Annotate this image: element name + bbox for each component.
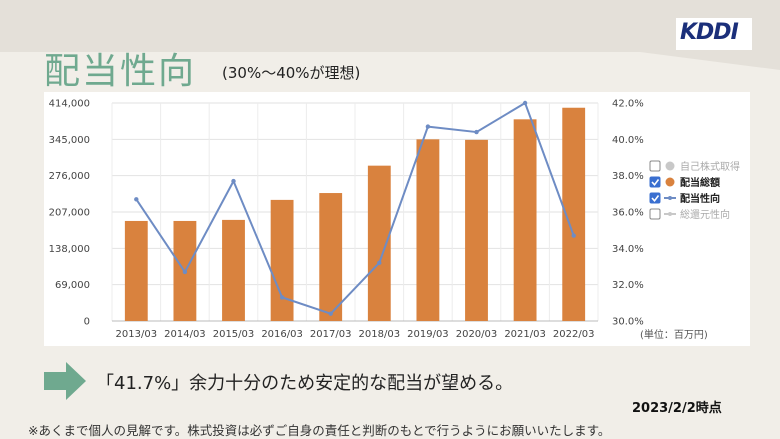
line-series — [134, 100, 576, 316]
legend-marker — [665, 161, 675, 171]
x-tick-label: 2017/03 — [310, 329, 352, 340]
bar — [416, 139, 440, 321]
line-point — [425, 124, 431, 129]
bar — [222, 219, 245, 321]
conclusion-message: 「41.7%」余力十分のため安定的な配当が望める。 — [96, 373, 514, 394]
legend-checkbox[interactable] — [649, 208, 661, 220]
legend-checkbox[interactable] — [649, 176, 661, 188]
line-point — [279, 295, 285, 300]
x-tick-label: 2013/03 — [116, 329, 158, 340]
right-tick-label: 42.0% — [612, 99, 644, 110]
left-tick-label: 0 — [84, 317, 90, 328]
right-tick-label: 36.0% — [612, 208, 644, 219]
legend-label: 総還元性向 — [680, 208, 730, 221]
bar — [270, 199, 294, 321]
x-tick-label: 2019/03 — [407, 329, 449, 340]
legend-checkbox[interactable] — [649, 192, 661, 204]
combo-chart: 0 69,000 138,000 207,000 276,000 345,000 414,0… — [49, 99, 740, 342]
as-of-date: 2023/2/2時点 — [632, 401, 722, 416]
line-point — [231, 178, 236, 184]
disclaimer: ※あくまで個人の見解です。株式投資は必ずご自身の責任と判断のもとで行うようにお願… — [28, 423, 611, 438]
legend-marker — [665, 177, 675, 187]
arrow-right-icon — [44, 362, 86, 400]
checkmark-icon — [651, 195, 660, 203]
line-point — [182, 269, 188, 275]
bar — [465, 139, 488, 321]
legend-label: 配当性向 — [680, 192, 720, 205]
page-subtitle: (30%～40%が理想) — [222, 64, 361, 82]
legend-marker-point — [668, 212, 672, 216]
bar — [513, 119, 537, 321]
line-point — [571, 233, 576, 238]
x-tick-label: 2018/03 — [359, 329, 401, 340]
left-tick-label: 138,000 — [49, 244, 90, 255]
legend-marker-point — [668, 196, 672, 200]
left-tick-label: 345,000 — [49, 135, 90, 146]
payout-ratio-line — [135, 102, 575, 315]
right-tick-label: 30.0% — [612, 317, 644, 328]
x-tick-label: 2016/03 — [261, 329, 303, 340]
right-tick-label: 34.0% — [612, 244, 644, 255]
x-tick-label: 2021/03 — [504, 329, 546, 340]
legend-label: 配当総額 — [680, 176, 720, 189]
line-point — [377, 260, 382, 266]
x-tick-label: 2022/03 — [553, 329, 595, 340]
logo-box — [676, 18, 752, 50]
left-tick-label: 69,000 — [55, 280, 90, 291]
x-tick-label: 2015/03 — [213, 329, 255, 340]
right-tick-label: 38.0% — [612, 171, 644, 182]
chart-panel: 0 69,000 138,000 207,000 276,000 345,000 414,0… — [44, 92, 750, 346]
x-tick-label: 2014/03 — [164, 329, 206, 340]
line-point — [474, 129, 479, 135]
right-tick-label: 40.0% — [612, 135, 644, 146]
bar — [367, 165, 391, 321]
logo: KDDI — [680, 20, 739, 45]
x-tick-label: 2020/03 — [456, 329, 498, 340]
left-tick-label: 276,000 — [49, 171, 90, 182]
left-tick-label: 207,000 — [49, 208, 90, 219]
bar-series — [124, 107, 586, 321]
legend-checkbox[interactable] — [649, 160, 661, 172]
bar — [562, 107, 586, 321]
left-tick-label: 414,000 — [49, 99, 90, 110]
left-axis-ticks: 0 69,000 138,000 207,000 276,000 345,000 414,0… — [49, 99, 90, 328]
right-axis-ticks: 30.0% 32.0% 34.0% 36.0% 38.0% 40.0% 42.0% — [612, 99, 644, 328]
line-point — [328, 311, 333, 316]
unit-label: (単位：百万円) — [640, 328, 708, 341]
line-point — [522, 100, 528, 106]
x-axis-ticks: 2013/03 2014/03 2015/03 2016/03 2017/03 2018/… — [116, 329, 595, 340]
page-title: 配当性向 — [44, 51, 197, 92]
bar — [124, 220, 148, 321]
right-tick-label: 32.0% — [612, 280, 644, 291]
legend-label: 自己株式取得 — [680, 160, 740, 173]
line-point — [134, 197, 139, 202]
checkmark-icon — [651, 179, 660, 187]
bar — [319, 193, 343, 321]
